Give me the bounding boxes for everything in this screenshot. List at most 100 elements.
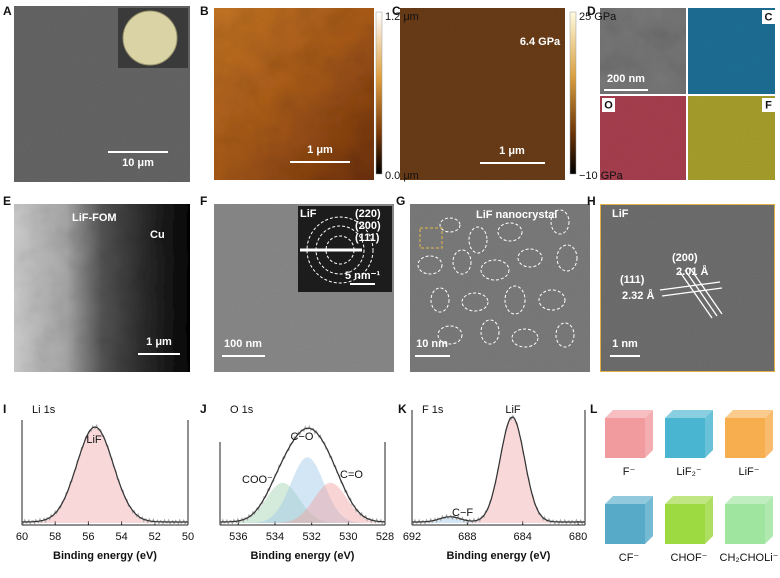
ring-label: (111) bbox=[355, 232, 380, 244]
colorbar bbox=[375, 11, 383, 175]
lattice-lines bbox=[659, 267, 723, 319]
scale-label: 200 nm bbox=[607, 73, 645, 85]
map-f bbox=[688, 96, 775, 180]
cube-top bbox=[725, 410, 773, 418]
plane-label: (111) bbox=[620, 274, 645, 286]
spacing-label: 2.01 Å bbox=[676, 265, 708, 278]
map-tag bbox=[762, 10, 775, 24]
colorbar-label: −10 GPa bbox=[579, 170, 624, 182]
panel-label: C bbox=[392, 4, 401, 18]
tick-label: 54 bbox=[115, 531, 127, 543]
component bbox=[220, 457, 385, 523]
panel-label: I bbox=[3, 402, 6, 416]
panel-label: B bbox=[200, 4, 209, 18]
tick-label: 52 bbox=[149, 531, 161, 543]
crystal-outline bbox=[461, 292, 489, 312]
inset-title: LiF bbox=[612, 208, 629, 220]
tick-label: 680 bbox=[569, 531, 587, 543]
tick-label: 532 bbox=[302, 531, 320, 543]
cube bbox=[605, 418, 645, 458]
map-label: O bbox=[604, 99, 613, 111]
panel-label: A bbox=[3, 4, 12, 18]
electrode-disk bbox=[122, 10, 178, 66]
crystal-outline bbox=[417, 255, 443, 275]
map-label: C bbox=[765, 11, 773, 23]
tick-label: 56 bbox=[82, 531, 94, 543]
crystal-outline bbox=[430, 287, 450, 313]
map-c bbox=[688, 8, 775, 94]
hrtem-image bbox=[410, 204, 590, 372]
colorbar bbox=[569, 11, 577, 175]
panel-label: G bbox=[396, 194, 405, 208]
crystal-outline bbox=[497, 222, 523, 242]
tick-label: 60 bbox=[16, 531, 28, 543]
scale-label: 100 nm bbox=[224, 338, 262, 350]
component bbox=[412, 418, 585, 523]
tick-label: 692 bbox=[403, 531, 421, 543]
colorbar-label: 0.0 μm bbox=[385, 170, 419, 182]
scale-label: 10 nm bbox=[416, 338, 448, 350]
cube-side bbox=[705, 496, 713, 544]
crystal-outline bbox=[480, 319, 500, 345]
map-tag bbox=[762, 98, 775, 112]
nanocrystal-outlines bbox=[417, 209, 578, 348]
peak-label: C=O bbox=[340, 469, 363, 481]
envelope bbox=[22, 426, 188, 523]
scale-label: 1 μm bbox=[499, 145, 525, 157]
colorbar-label: 25 GPa bbox=[579, 11, 617, 23]
panel-label: H bbox=[587, 194, 596, 208]
ring-label: (220) bbox=[355, 208, 381, 220]
cube bbox=[605, 504, 645, 544]
axis-title: Binding energy (eV) bbox=[251, 550, 355, 562]
scale-label: 10 μm bbox=[122, 157, 154, 169]
spectrum-title: F 1s bbox=[422, 404, 444, 416]
crystal-outline bbox=[550, 209, 570, 235]
ring bbox=[315, 225, 365, 275]
scale-label: 1 μm bbox=[146, 336, 172, 348]
crystal-outline bbox=[452, 249, 472, 275]
tick-label: 688 bbox=[458, 531, 476, 543]
annotation: LiF nanocrystal bbox=[476, 209, 557, 221]
tick-label: 536 bbox=[229, 531, 247, 543]
inset-title: LiF bbox=[300, 208, 317, 220]
crystal-outline bbox=[504, 285, 526, 315]
scale-label: 5 nm⁻¹ bbox=[345, 270, 380, 282]
cube-top bbox=[725, 496, 773, 504]
crystal-outline bbox=[517, 248, 543, 268]
envelope bbox=[412, 416, 585, 523]
peak-label: LiF bbox=[86, 434, 102, 446]
component bbox=[22, 428, 188, 523]
map-tag bbox=[602, 98, 615, 112]
tick-label: 528 bbox=[376, 531, 394, 543]
panel-label: L bbox=[590, 402, 597, 416]
cube bbox=[665, 418, 705, 458]
envelope bbox=[220, 427, 385, 523]
afm-modulus bbox=[400, 8, 565, 180]
tick-label: 534 bbox=[266, 531, 284, 543]
cube-label: F⁻ bbox=[623, 466, 636, 478]
scale-label: 1 μm bbox=[307, 144, 333, 156]
tick-label: 530 bbox=[339, 531, 357, 543]
panel-label: F bbox=[200, 194, 207, 208]
tick-label: 684 bbox=[514, 531, 532, 543]
cube-label: CHOF⁻ bbox=[671, 552, 708, 564]
crystal-outline bbox=[556, 244, 578, 272]
map-label: F bbox=[765, 99, 772, 111]
cube-label: CF⁻ bbox=[619, 552, 640, 564]
region-label: Cu bbox=[150, 229, 165, 241]
panel-label: J bbox=[200, 402, 207, 416]
crystal-outline bbox=[468, 226, 488, 254]
crystal-outline bbox=[538, 289, 566, 311]
haadf-image bbox=[600, 8, 686, 94]
cube-top bbox=[665, 410, 713, 418]
cube-side bbox=[645, 410, 653, 458]
panel-label: K bbox=[398, 402, 407, 416]
component bbox=[220, 482, 385, 523]
peak-label: COO⁻ bbox=[242, 474, 273, 486]
panel-label: D bbox=[587, 4, 596, 18]
cube-side bbox=[765, 410, 773, 458]
axis-title: Binding energy (eV) bbox=[53, 550, 157, 562]
plane-label: (200) bbox=[672, 252, 698, 264]
cube-label: LiF⁻ bbox=[738, 466, 759, 478]
